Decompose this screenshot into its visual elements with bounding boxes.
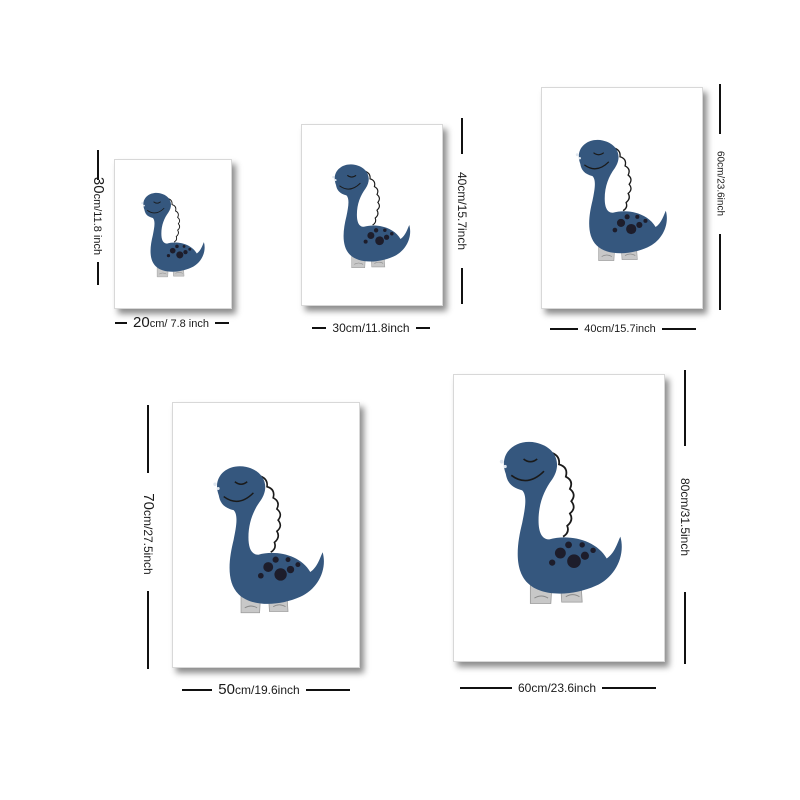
dinosaur-illustration-icon bbox=[140, 192, 206, 278]
height-label-number: 70 bbox=[140, 493, 157, 510]
width-dimension-print-4: 50cm/19.6inch bbox=[174, 680, 358, 700]
width-dimension-print-2: 30cm/11.8inch bbox=[300, 318, 442, 338]
height-dimension-print-4: 70cm/27.5inch bbox=[138, 405, 158, 669]
print-frame-large bbox=[541, 87, 703, 309]
height-dimension-print-2: 40cm/15.7inch bbox=[452, 118, 472, 304]
print-frame-xlarge bbox=[172, 402, 360, 668]
height-label: 80cm/31.5inch bbox=[678, 477, 692, 557]
width-label-unit: cm/19.6inch bbox=[234, 683, 300, 697]
width-dimension-print-5: 60cm/23.6inch bbox=[454, 678, 662, 698]
height-label-unit: cm/27.5inch bbox=[141, 509, 155, 575]
dinosaur-illustration-icon bbox=[575, 139, 668, 262]
dinosaur-illustration-icon bbox=[212, 465, 325, 614]
width-dimension-print-1: 20cm/ 7.8 inch bbox=[108, 313, 236, 333]
height-label-number: 30 bbox=[90, 176, 107, 194]
width-label: 30cm/11.8inch bbox=[332, 321, 410, 335]
dinosaur-illustration-icon bbox=[498, 440, 623, 605]
width-label: 60cm/23.6inch bbox=[517, 681, 597, 695]
width-label-number: 50 bbox=[218, 681, 235, 698]
width-label-number: 20 bbox=[133, 314, 150, 331]
width-label-unit: cm/ 7.8 inch bbox=[149, 318, 209, 330]
width-dimension-print-3: 40cm/15.7inch bbox=[543, 319, 703, 339]
height-label-unit: cm/11.8 inch bbox=[91, 193, 103, 256]
print-frame-xxlarge bbox=[453, 374, 665, 662]
height-label: 40cm/15.7inch bbox=[455, 171, 469, 251]
height-dimension-print-3: 60cm/23.6inch bbox=[710, 84, 730, 310]
height-dimension-print-1: 30cm/11.8 inch bbox=[88, 150, 108, 285]
width-label: 40cm/15.7inch bbox=[584, 323, 656, 335]
height-dimension-print-5: 80cm/31.5inch bbox=[675, 370, 695, 664]
print-frame-small bbox=[114, 159, 232, 309]
print-frame-medium bbox=[301, 124, 443, 306]
dinosaur-illustration-icon bbox=[331, 163, 411, 269]
height-label: 60cm/23.6inch bbox=[714, 150, 726, 217]
